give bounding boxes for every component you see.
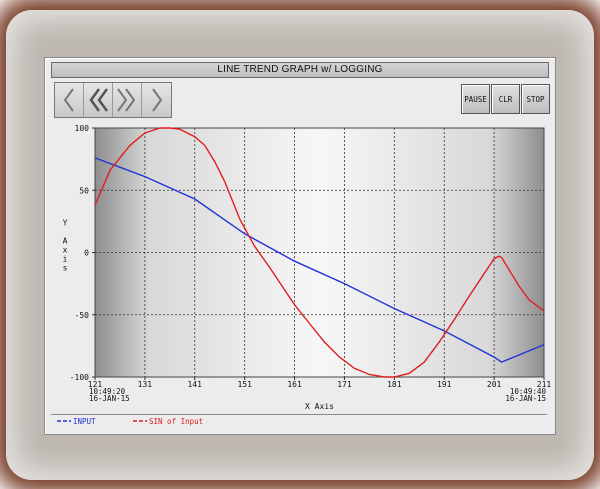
x-tick-label: 151 bbox=[237, 380, 252, 389]
scroll-right-button[interactable] bbox=[142, 83, 171, 117]
y-tick-label: 100 bbox=[75, 124, 90, 133]
trend-chart: 121 131 141 151 161 171 181 191 201 211 100 50 0 -50 -… bbox=[57, 124, 552, 426]
trend-graph-panel: LINE TREND GRAPH w/ LOGGING PAUSE CLR bbox=[44, 57, 556, 435]
series-line-sin-of-input bbox=[95, 127, 544, 378]
y-tick-label: -50 bbox=[75, 311, 90, 320]
double-chevron-left-icon bbox=[89, 88, 109, 112]
clear-button[interactable]: CLR bbox=[491, 84, 520, 114]
navigation-button-group bbox=[54, 82, 172, 118]
fast-scroll-right-button[interactable] bbox=[113, 83, 142, 117]
x-tick-label: 161 bbox=[287, 380, 302, 389]
fast-scroll-left-button[interactable] bbox=[84, 83, 113, 117]
x-start-time: 10:49:20 bbox=[89, 387, 126, 396]
y-axis-label-char: s bbox=[63, 264, 68, 273]
y-tick-label: 50 bbox=[79, 186, 89, 195]
x-tick-label: 201 bbox=[487, 380, 502, 389]
pause-button[interactable]: PAUSE bbox=[461, 84, 490, 114]
legend-label: INPUT bbox=[73, 417, 96, 426]
double-chevron-right-icon bbox=[117, 88, 136, 112]
x-end-time: 10:49:40 bbox=[510, 387, 547, 396]
y-axis-label-char: i bbox=[63, 255, 68, 264]
y-axis-label-char: Y bbox=[63, 219, 68, 228]
y-tick-label: -100 bbox=[70, 373, 89, 382]
x-tick-label: 131 bbox=[138, 380, 153, 389]
y-axis-label-char: A bbox=[63, 237, 68, 246]
scroll-left-button[interactable] bbox=[55, 83, 84, 117]
stop-button[interactable]: STOP bbox=[521, 84, 550, 114]
chevron-right-icon bbox=[151, 88, 162, 112]
y-tick-label: 0 bbox=[84, 249, 89, 258]
series-line-input bbox=[95, 157, 544, 363]
legend-label: SIN of Input bbox=[149, 417, 203, 426]
window-title: LINE TREND GRAPH w/ LOGGING bbox=[51, 62, 549, 78]
x-end-date: 16-JAN-15 bbox=[505, 394, 546, 403]
legend-bar bbox=[51, 414, 547, 429]
x-tick-label: 171 bbox=[337, 380, 352, 389]
y-axis-label-char: x bbox=[63, 246, 68, 255]
x-tick-label: 211 bbox=[537, 380, 552, 389]
x-tick-label: 141 bbox=[188, 380, 203, 389]
x-start-date: 16-JAN-15 bbox=[89, 394, 130, 403]
chevron-left-icon bbox=[63, 88, 74, 112]
x-tick-label: 191 bbox=[437, 380, 452, 389]
x-tick-label: 121 bbox=[88, 380, 103, 389]
x-tick-label: 181 bbox=[387, 380, 402, 389]
x-axis-label: X Axis bbox=[305, 402, 334, 411]
